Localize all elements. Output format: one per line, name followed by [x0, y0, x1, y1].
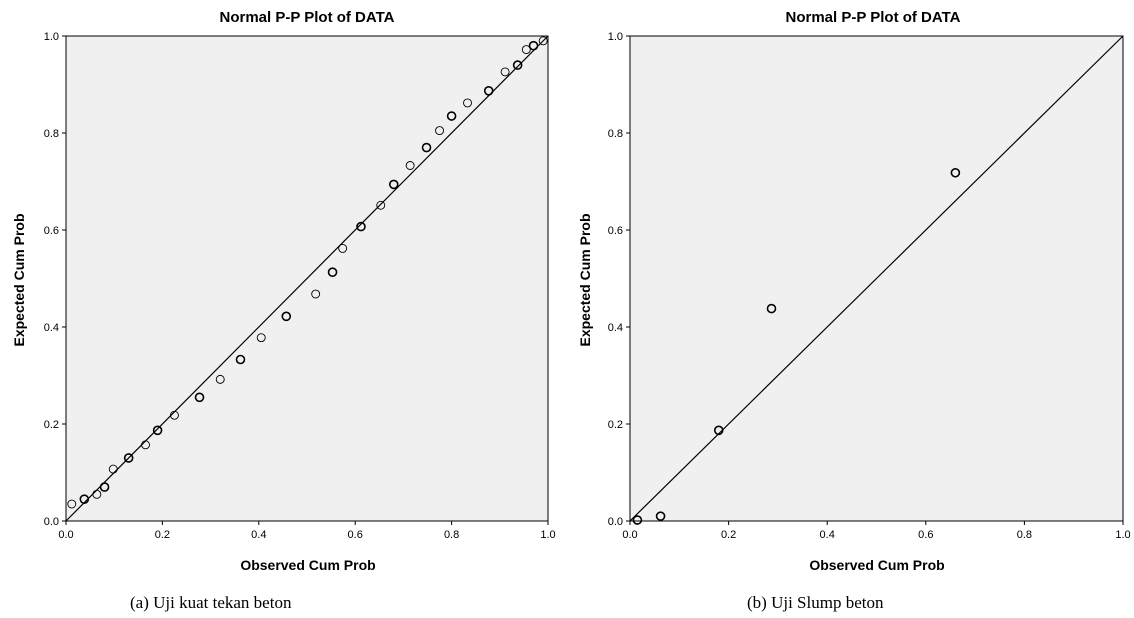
y-tick-label: 1.0	[44, 31, 59, 43]
data-point	[435, 126, 444, 136]
x-tick-label: 0.2	[721, 529, 736, 541]
chart-title: Normal P-P Plot of DATA	[219, 9, 394, 26]
x-tick-label: 0.0	[622, 529, 637, 541]
data-point	[500, 67, 510, 77]
x-tick-label: 0.2	[155, 529, 170, 541]
data-point	[512, 60, 523, 70]
y-tick-label: 0.2	[44, 419, 59, 431]
x-tick-label: 0.0	[58, 529, 73, 541]
x-tick-label: 0.6	[918, 529, 933, 541]
x-tick-label: 0.8	[444, 529, 459, 541]
data-point	[256, 333, 266, 343]
x-tick-label: 1.0	[1115, 529, 1130, 541]
y-tick-label: 0.0	[608, 516, 623, 528]
x-tick-label: 0.4	[820, 529, 835, 541]
data-point	[356, 221, 366, 232]
data-point	[388, 179, 399, 190]
data-point	[141, 440, 150, 450]
data-point	[79, 494, 90, 504]
data-point	[405, 161, 415, 170]
y-tick-label: 0.4	[44, 322, 59, 334]
data-point	[194, 392, 205, 403]
chart-title: Normal P-P Plot of DATA	[785, 9, 960, 26]
data-point	[123, 453, 134, 463]
reference-line	[65, 35, 549, 522]
data-point	[632, 515, 643, 525]
data-point	[311, 289, 321, 299]
data-point	[215, 374, 225, 384]
data-points	[67, 36, 548, 509]
data-point	[67, 499, 77, 509]
axis-ticks: 0.0 0.2 0.4 0.6 0.8 1.0 0.0 0.2 0.4 0.6 0.8 1.0	[44, 31, 556, 541]
x-axis-label: Observed Cum Prob	[809, 557, 944, 573]
data-point	[713, 425, 724, 436]
data-point	[521, 45, 531, 55]
x-axis-label: Observed Cum Prob	[240, 557, 375, 573]
data-point	[281, 311, 292, 322]
data-point	[446, 111, 457, 121]
data-point	[152, 425, 163, 436]
data-points	[632, 167, 961, 525]
chart-panel-a: Normal P-P Plot of DATA 0.0 0.2 0.4 0.6 0.8 1…	[11, 9, 556, 573]
caption-a: (a) Uji kuat tekan beton	[130, 593, 292, 612]
data-point	[376, 200, 386, 210]
caption-b: (b) Uji Slump beton	[747, 593, 884, 612]
x-tick-label: 0.8	[1017, 529, 1032, 541]
y-tick-label: 1.0	[608, 31, 623, 43]
data-point	[327, 267, 338, 277]
data-point	[421, 142, 432, 153]
data-point	[169, 410, 179, 420]
data-point	[463, 98, 472, 108]
y-axis-label: Expected Cum Prob	[577, 213, 593, 346]
x-tick-label: 0.6	[348, 529, 363, 541]
y-tick-label: 0.8	[608, 128, 623, 140]
reference-line	[629, 35, 1124, 522]
chart-panel-b: Normal P-P Plot of DATA 0.0 0.2 0.4 0.6 0.8 1…	[577, 9, 1131, 573]
y-tick-label: 0.2	[608, 419, 623, 431]
data-point	[235, 354, 246, 365]
data-point	[766, 303, 777, 314]
data-point	[483, 86, 494, 96]
data-point	[528, 40, 539, 51]
y-tick-label: 0.4	[608, 322, 623, 334]
y-tick-label: 0.6	[44, 225, 59, 237]
data-point	[92, 489, 102, 499]
y-tick-label: 0.0	[44, 516, 59, 528]
data-point	[338, 243, 348, 253]
data-point	[538, 36, 548, 46]
x-tick-label: 1.0	[540, 529, 555, 541]
y-tick-label: 0.8	[44, 128, 59, 140]
data-point	[108, 464, 118, 474]
y-tick-label: 0.6	[608, 225, 623, 237]
axis-ticks: 0.0 0.2 0.4 0.6 0.8 1.0 0.0 0.2 0.4 0.6 0.8 1.0	[608, 31, 1131, 541]
x-tick-label: 0.4	[251, 529, 266, 541]
data-point	[655, 511, 666, 521]
data-point	[950, 167, 961, 178]
y-axis-label: Expected Cum Prob	[11, 213, 27, 346]
data-point	[99, 482, 110, 492]
